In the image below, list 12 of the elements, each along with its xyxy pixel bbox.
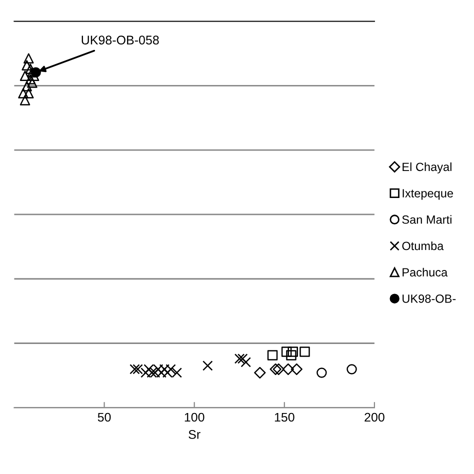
legend-label: Pachuca [402,268,448,276]
annotation: UK98-OB-058 [82,36,159,45]
legend-label: Ixtepeque [402,189,454,200]
x-tick-label: 50 [98,412,111,422]
legend-label: El Chayal [402,162,452,174]
x-tick-label: 100 [184,412,204,422]
legend-label: Otumba [402,241,444,250]
legend-label: UK98-OB- [402,294,456,303]
x-tick-label: 200 [364,412,384,422]
x-axis-title: Sr [188,430,200,439]
legend-label: San Marti [402,215,452,224]
x-tick-label: 150 [274,412,294,422]
